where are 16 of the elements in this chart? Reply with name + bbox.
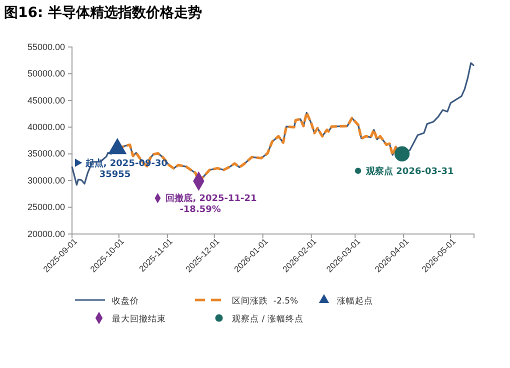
y-tick-label: 50000.00 — [27, 68, 65, 79]
y-tick-label: 55000.00 — [27, 42, 65, 52]
legend-label: 收盘价 — [112, 296, 139, 306]
y-tick-label: 45000.00 — [27, 95, 65, 106]
chart-title: 图16: 半导体精选指数价格走势 — [4, 5, 202, 21]
y-tick-label: 35000.00 — [27, 148, 65, 159]
annotation: 回撤底, 2025-11-21 -18.59% — [166, 193, 257, 216]
y-tick-label: 25000.00 — [27, 202, 65, 212]
y-tick-label: 40000.00 — [27, 122, 65, 132]
legend-label: 观察点 / 涨幅终点 — [232, 314, 304, 324]
y-tick-label: 30000.00 — [27, 175, 65, 186]
legend-label: 区间涨跌 -2.5% — [232, 296, 298, 306]
y-tick-label: 20000.00 — [27, 228, 65, 239]
annotation: 观察点 2026-03-31 — [365, 166, 454, 177]
legend-label: 涨幅起点 — [337, 296, 373, 306]
legend-label: 最大回撤结束 — [112, 314, 166, 324]
